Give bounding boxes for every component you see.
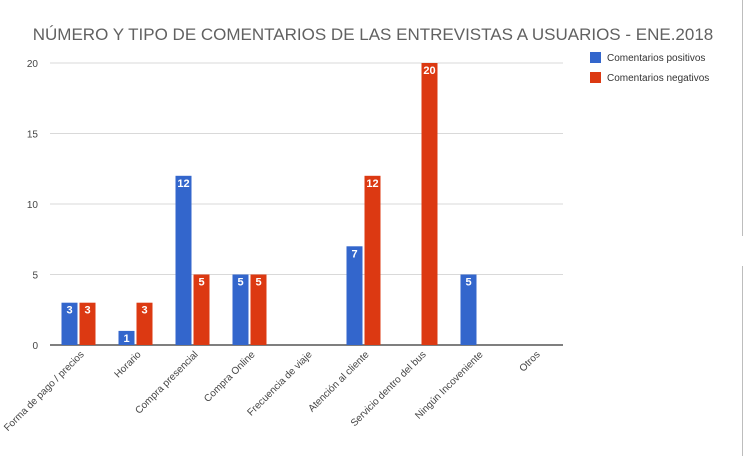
legend[interactable]: Comentarios positivos Comentarios negativ…: [590, 52, 709, 84]
bar-value-label: 3: [84, 305, 90, 317]
bar-value-label: 5: [465, 277, 471, 289]
x-tick-label: Atención al cliente: [306, 349, 371, 414]
bar-value-label: 5: [255, 277, 261, 289]
bar-value-label: 7: [351, 248, 357, 260]
bar-positive[interactable]: [175, 175, 192, 345]
bar-value-label: 3: [66, 305, 72, 317]
right-edge-line: [742, 0, 743, 236]
bar-value-label: 20: [423, 65, 435, 77]
y-tick-label: 15: [27, 130, 39, 141]
bar-positive[interactable]: [61, 302, 78, 345]
legend-label[interactable]: Comentarios positivos: [607, 53, 705, 64]
x-tick-label: Compra Online: [202, 349, 258, 405]
y-tick-label: 5: [32, 271, 38, 282]
x-tick-label: Compra presencial: [133, 349, 200, 416]
right-edge-line-lower: [742, 266, 743, 456]
x-tick-label: Forma de pago / precios: [2, 349, 86, 433]
bar-value-label: 12: [366, 178, 378, 190]
y-tick-label: 0: [32, 341, 38, 352]
bar-value-label: 12: [177, 178, 189, 190]
bar-negative[interactable]: [364, 175, 381, 345]
bar-positive[interactable]: [460, 274, 477, 346]
y-tick-label: 20: [27, 59, 39, 70]
bar-positive[interactable]: [346, 246, 363, 345]
bars: [61, 63, 477, 346]
bar-value-label: 1: [123, 333, 129, 345]
legend-label[interactable]: Comentarios negativos: [607, 73, 709, 84]
bar-value-label: 5: [237, 277, 243, 289]
bar-negative[interactable]: [136, 302, 153, 345]
y-axis-ticks: 0 5 10 15 20: [27, 59, 39, 352]
bar-positive[interactable]: [118, 330, 135, 345]
x-tick-label: Frecuencia de viaje: [246, 349, 315, 418]
y-tick-label: 10: [27, 200, 39, 211]
bar-value-label: 3: [141, 305, 147, 317]
legend-swatch: [590, 52, 601, 63]
legend-swatch: [590, 72, 601, 83]
x-tick-label: Otros: [518, 349, 543, 374]
bar-positive[interactable]: [232, 274, 249, 346]
bar-negative[interactable]: [79, 302, 96, 345]
bar-negative[interactable]: [421, 63, 438, 345]
gridlines: [50, 62, 563, 346]
x-tick-label: Horario: [113, 349, 144, 380]
bar-value-label: 5: [198, 277, 204, 289]
bar-negative[interactable]: [193, 274, 210, 346]
chart-title: NÚMERO Y TIPO DE COMENTARIOS DE LAS ENTR…: [33, 25, 714, 44]
bar-negative[interactable]: [250, 274, 267, 346]
